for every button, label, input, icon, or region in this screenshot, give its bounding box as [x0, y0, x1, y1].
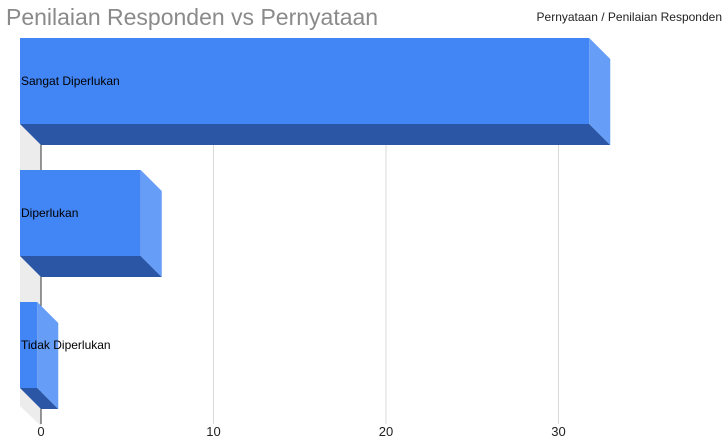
- bar-end-2: [37, 302, 59, 409]
- bar-1: [20, 170, 162, 277]
- category-label-1: Diperlukan: [21, 206, 78, 220]
- bar-end-0: [589, 38, 611, 145]
- bar-0: [20, 38, 611, 145]
- bar-2: [20, 302, 59, 409]
- bar-front-2: [20, 302, 38, 388]
- bar-bottom-2: [20, 388, 59, 409]
- category-label-2: Tidak Diperlukan: [21, 338, 111, 352]
- category-label-0: Sangat Diperlukan: [21, 74, 120, 88]
- bar-end-1: [140, 170, 162, 277]
- chart-title: Penilaian Responden vs Pernyataan: [6, 4, 379, 30]
- legend: Pernyataan / Penilaian Responden: [536, 10, 722, 24]
- x-tick-label-0: 0: [37, 424, 44, 439]
- x-tick-label-10: 10: [206, 424, 220, 439]
- bar-bottom-1: [20, 256, 162, 277]
- bar-front-0: [20, 38, 590, 124]
- x-tick-label-30: 30: [551, 424, 565, 439]
- x-tick-label-20: 20: [379, 424, 393, 439]
- bar-front-1: [20, 170, 141, 256]
- bar-bottom-0: [20, 124, 611, 145]
